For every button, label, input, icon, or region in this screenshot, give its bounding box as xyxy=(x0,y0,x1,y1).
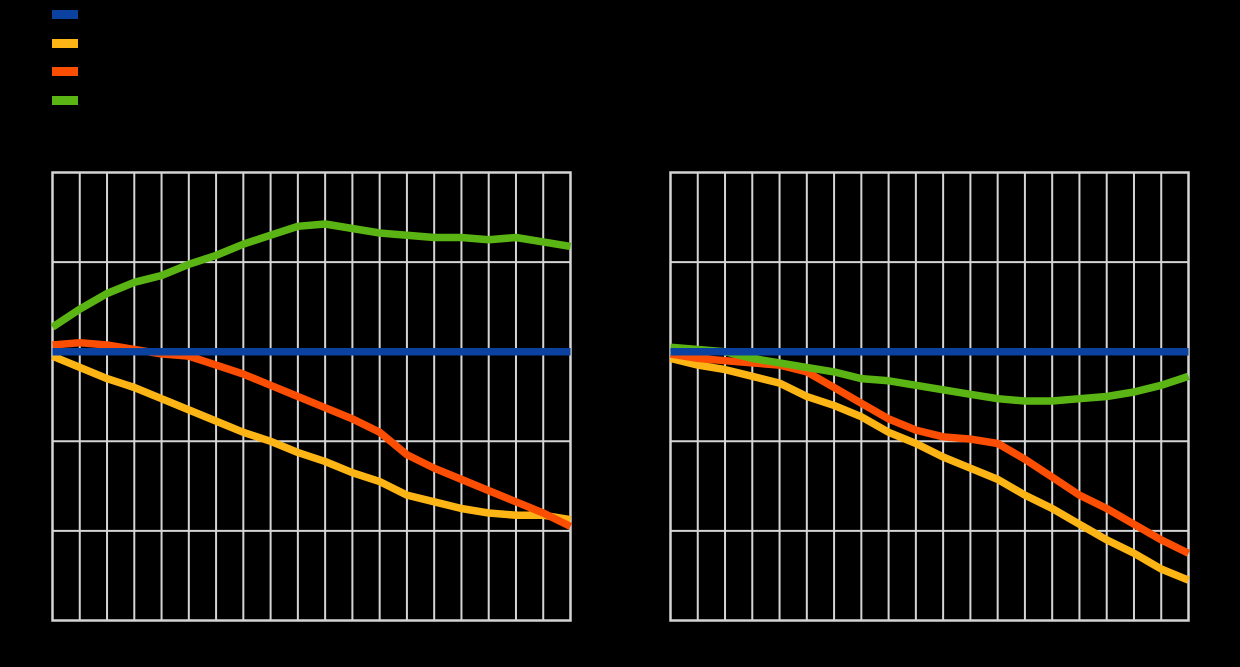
line-chart-right xyxy=(669,171,1190,622)
series-line-orange xyxy=(52,338,572,530)
series-line-green xyxy=(51,220,572,331)
legend-swatch-orange xyxy=(52,67,78,76)
series-line-yellow xyxy=(51,352,572,524)
line-chart-left xyxy=(51,171,572,622)
plot-border xyxy=(51,171,572,622)
series-line-yellow xyxy=(669,354,1190,584)
legend xyxy=(52,10,78,124)
legend-swatch-green xyxy=(52,95,78,105)
plot-border xyxy=(669,171,1190,622)
legend-swatch-blue xyxy=(52,10,78,19)
series-line-orange xyxy=(669,350,1190,557)
series-line-green xyxy=(670,343,1190,405)
chart-panel-right xyxy=(669,171,1190,622)
chart-panel-left xyxy=(51,171,572,622)
legend-swatch-yellow xyxy=(52,38,78,48)
